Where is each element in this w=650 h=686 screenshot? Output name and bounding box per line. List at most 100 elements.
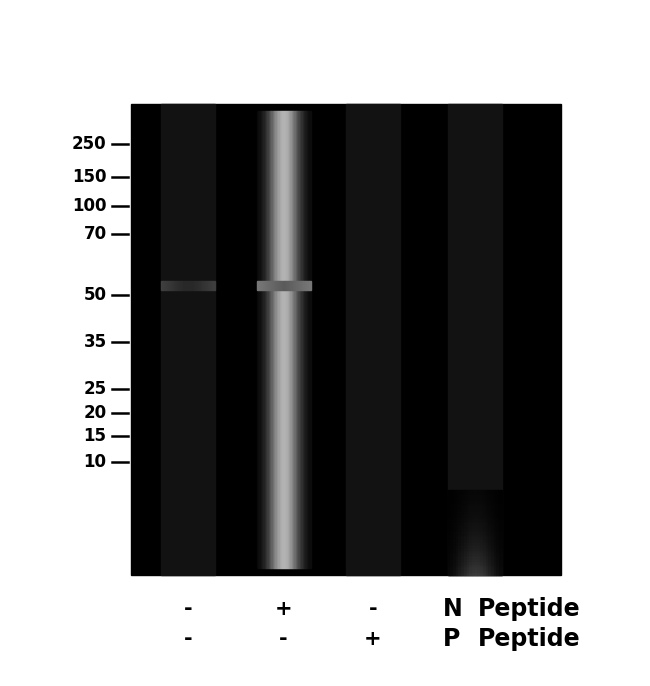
Bar	[450, 496, 453, 499]
Bar	[469, 552, 472, 555]
Bar	[166, 281, 168, 290]
Bar	[291, 111, 292, 568]
Bar	[477, 513, 480, 516]
Bar	[467, 539, 469, 541]
Text: 100: 100	[72, 196, 107, 215]
Bar	[486, 493, 488, 496]
Bar	[474, 490, 477, 493]
Bar	[467, 567, 469, 569]
Bar	[472, 527, 474, 530]
Bar	[206, 281, 208, 290]
Bar	[450, 507, 453, 510]
Bar	[280, 281, 282, 290]
Bar	[483, 564, 486, 567]
Bar	[493, 572, 497, 575]
Bar	[469, 521, 472, 524]
Bar	[448, 552, 450, 555]
Bar	[483, 569, 486, 572]
Bar	[497, 507, 499, 510]
Bar	[486, 572, 488, 575]
Bar	[493, 490, 497, 493]
Bar	[469, 499, 472, 501]
Bar	[464, 496, 467, 499]
Bar	[480, 555, 483, 558]
Bar	[453, 569, 456, 572]
Bar	[461, 519, 464, 521]
Bar	[464, 490, 467, 493]
Bar	[276, 281, 278, 290]
Bar	[491, 561, 493, 564]
Bar	[469, 507, 472, 510]
Bar	[477, 507, 480, 510]
Bar	[497, 501, 499, 504]
Bar	[257, 111, 258, 568]
Bar	[480, 490, 483, 493]
Bar	[472, 510, 474, 513]
Bar	[480, 547, 483, 549]
Bar	[491, 569, 493, 572]
Bar	[262, 281, 264, 290]
Bar	[480, 527, 483, 530]
Bar	[493, 516, 497, 519]
Bar	[458, 544, 461, 547]
Bar	[472, 569, 474, 572]
Bar	[491, 549, 493, 552]
Bar	[453, 539, 456, 541]
Bar	[474, 507, 477, 510]
Bar	[469, 558, 472, 561]
Bar	[488, 561, 491, 564]
Bar	[493, 544, 497, 547]
Text: -: -	[184, 629, 192, 649]
Bar	[469, 519, 472, 521]
Bar	[453, 541, 456, 544]
Bar	[474, 572, 477, 575]
Bar	[483, 510, 486, 513]
Bar	[483, 521, 486, 524]
Bar	[477, 569, 480, 572]
Bar	[450, 541, 453, 544]
Bar	[469, 527, 472, 530]
Bar	[472, 549, 474, 552]
Bar	[483, 549, 486, 552]
Bar	[161, 104, 215, 575]
Bar	[477, 552, 480, 555]
Bar	[450, 561, 453, 564]
Bar	[483, 532, 486, 535]
Bar	[491, 524, 493, 527]
Bar	[486, 535, 488, 539]
Bar	[488, 496, 491, 499]
Text: -: -	[184, 599, 192, 619]
Bar	[493, 549, 497, 552]
Bar	[461, 499, 464, 501]
Bar	[467, 544, 469, 547]
Bar	[499, 516, 502, 519]
Bar	[456, 490, 458, 493]
Bar	[480, 558, 483, 561]
Bar	[493, 564, 497, 567]
Bar	[467, 513, 469, 516]
Bar	[448, 501, 450, 504]
Bar	[483, 572, 486, 575]
Bar	[493, 539, 497, 541]
Bar	[488, 535, 491, 539]
Bar	[450, 527, 453, 530]
Bar	[491, 499, 493, 501]
Bar	[474, 496, 477, 499]
Bar	[456, 539, 458, 541]
Bar	[172, 281, 174, 290]
Bar	[458, 510, 461, 513]
Text: 50: 50	[83, 286, 107, 304]
Bar	[472, 572, 474, 575]
Bar	[453, 521, 456, 524]
Bar	[469, 561, 472, 564]
Bar	[274, 281, 276, 290]
Text: 70: 70	[83, 225, 107, 243]
Bar	[268, 111, 270, 568]
Bar	[467, 558, 469, 561]
Bar	[467, 541, 469, 544]
Bar	[477, 567, 480, 569]
Bar	[499, 535, 502, 539]
Bar	[448, 496, 450, 499]
Bar	[477, 530, 480, 532]
Bar	[486, 541, 488, 544]
